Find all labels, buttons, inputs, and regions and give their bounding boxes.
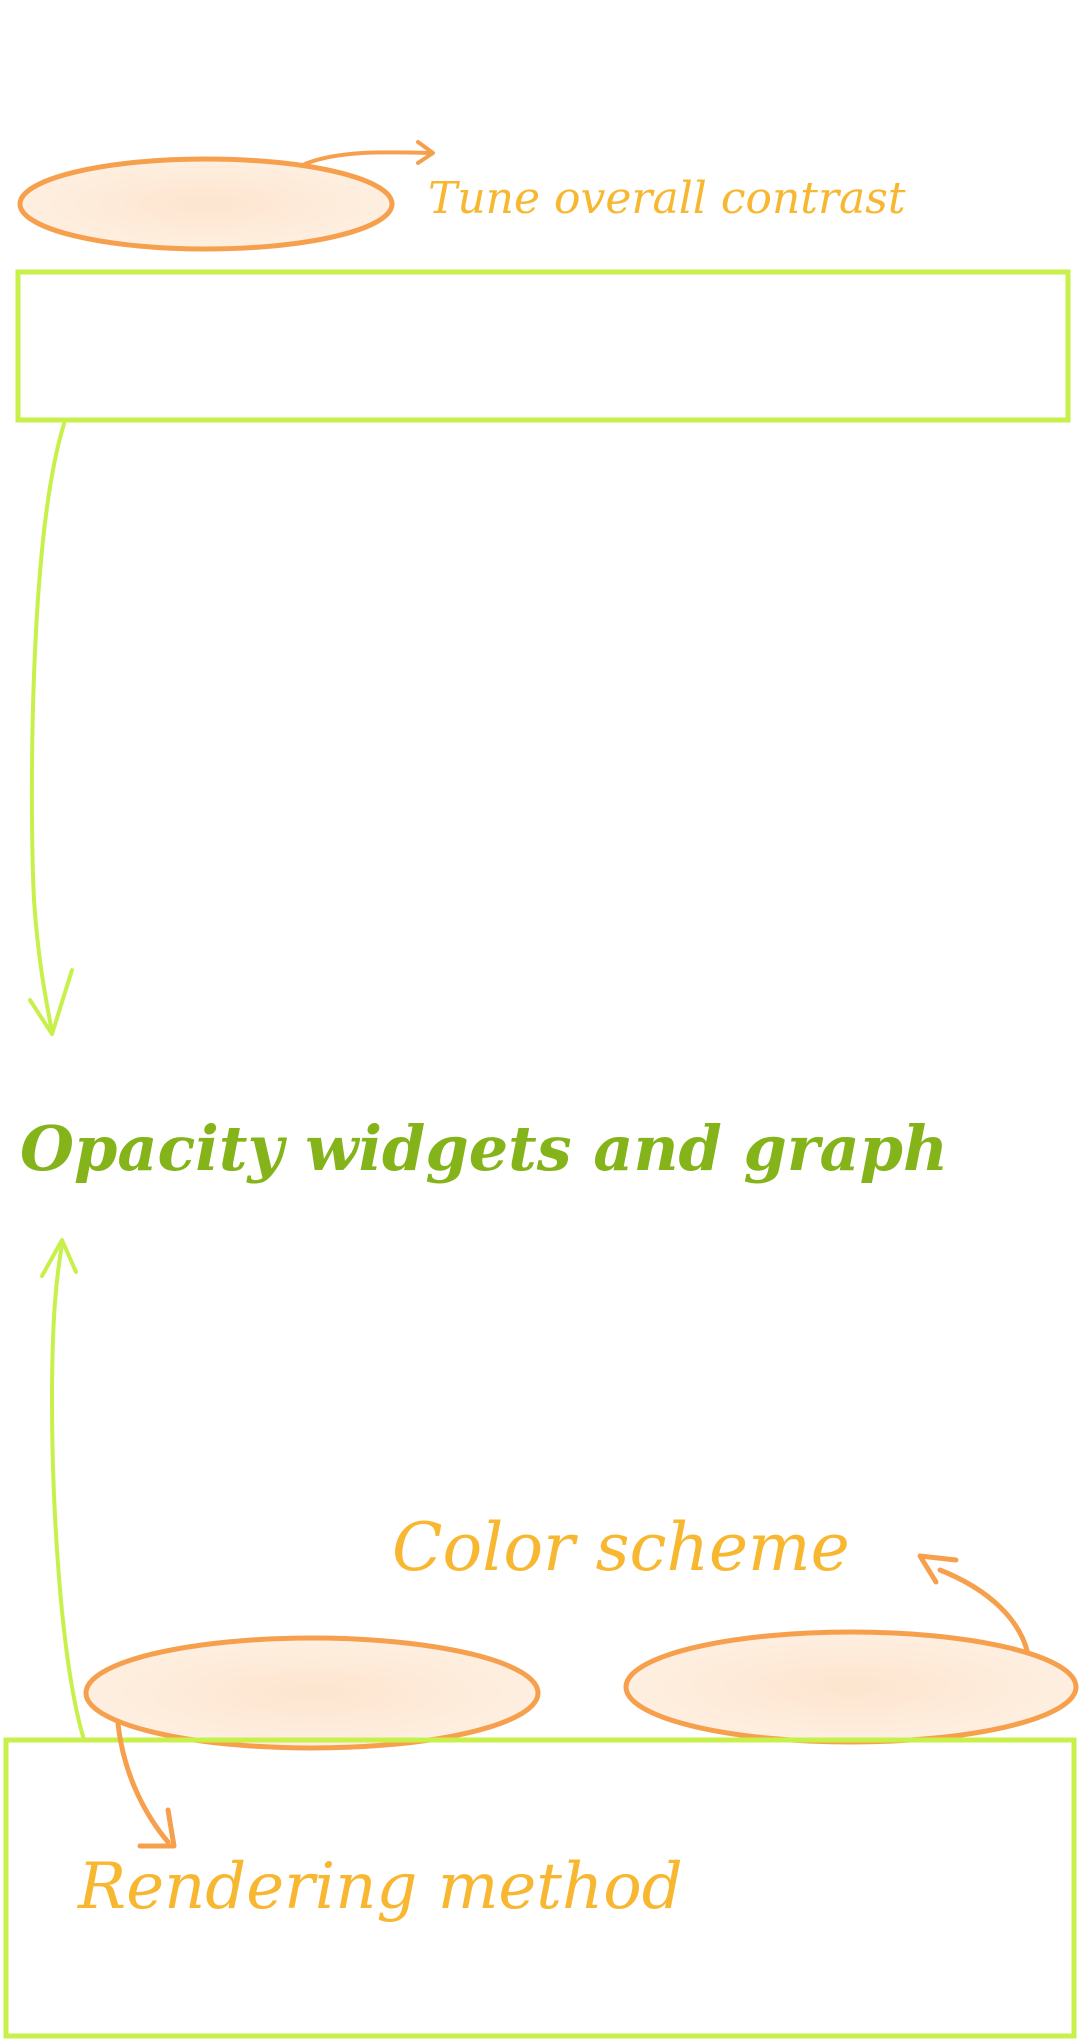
rendering-highlight-oval — [83, 1635, 541, 1751]
color-scheme-arrow-head — [917, 1553, 959, 1585]
top-green-frame — [15, 269, 1071, 423]
opacity-up-arrow — [49, 1242, 86, 1742]
rendering-arrow — [115, 1721, 171, 1845]
color-scheme-arrow — [937, 1567, 1031, 1657]
color-scheme-highlight-oval — [623, 1629, 1079, 1745]
tune-contrast-label: Tune overall contrast — [428, 173, 906, 224]
contrast-arrow — [303, 150, 434, 166]
opacity-widgets-label: Opacity widgets and graph — [20, 1112, 948, 1185]
opacity-down-arrow — [29, 422, 66, 1034]
rendering-method-label: Rendering method — [77, 1850, 683, 1924]
opacity-up-arrow-head — [40, 1238, 78, 1278]
contrast-highlight-oval — [17, 156, 395, 252]
bottom-green-frame — [3, 1737, 1077, 2039]
contrast-arrow-head — [416, 140, 435, 165]
opacity-down-arrow-head — [28, 968, 74, 1036]
color-scheme-label: Color scheme — [392, 1509, 850, 1586]
rendering-arrow-head — [137, 1807, 177, 1849]
